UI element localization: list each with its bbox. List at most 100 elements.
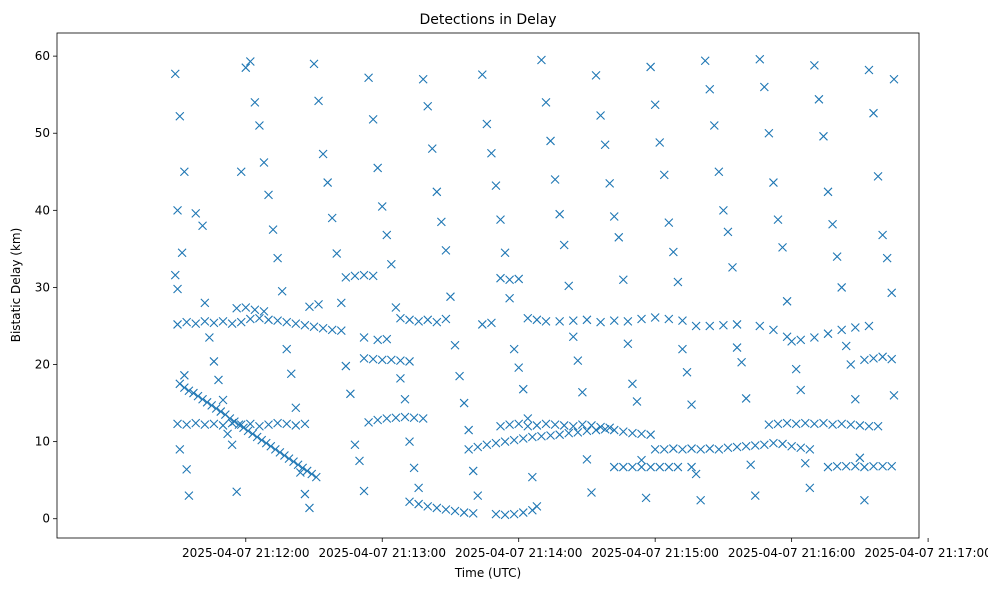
data-point-track-20km-4: [396, 356, 405, 366]
data-point-track-25km-13: [291, 319, 301, 329]
data-point-track-13km-0: [364, 417, 373, 427]
data-point-track-25km-42: [678, 316, 687, 325]
data-point-background-clutter-43: [336, 298, 346, 308]
data-point-track-25km-10: [264, 315, 273, 325]
data-point-background-clutter-36: [305, 503, 314, 513]
data-point-background-clutter-64: [432, 187, 442, 197]
data-point-track-20km-7: [869, 353, 878, 363]
data-point-background-clutter-1: [175, 111, 185, 121]
data-point-background-clutter-79: [500, 248, 510, 258]
data-point-track-25km-53: [837, 325, 847, 335]
data-point-background-clutter-92: [559, 240, 569, 250]
data-point-background-clutter-137: [764, 128, 774, 138]
data-point-background-clutter-159: [864, 65, 874, 75]
data-point-track-27km-5: [314, 300, 323, 309]
data-point-background-clutter-29: [273, 253, 283, 263]
data-point-track-25km-31: [532, 315, 542, 325]
data-point-background-clutter-114: [659, 170, 669, 180]
data-point-background-clutter-51: [373, 163, 383, 173]
data-point-track-20km-3: [386, 355, 396, 365]
data-point-track-25km-2: [191, 319, 201, 329]
data-point-background-clutter-91: [555, 209, 565, 219]
data-point-background-clutter-75: [482, 119, 492, 129]
data-point-background-clutter-27: [264, 190, 273, 200]
data-point-track-31km-1: [350, 271, 360, 281]
data-point-track-ascending-8: [537, 431, 546, 441]
data-point-background-clutter-152: [832, 252, 842, 261]
data-point-track-20km-1: [368, 354, 378, 364]
data-point-background-clutter-18: [223, 429, 232, 439]
data-point-track-ascending-11: [564, 428, 574, 438]
data-point-track-descending-1: [179, 383, 189, 393]
data-point-track-7km-8: [687, 462, 696, 472]
data-point-track-12km-5: [218, 421, 228, 430]
data-point-track-descending-19: [261, 438, 271, 448]
data-point-track-25km-8: [245, 314, 255, 324]
data-point-track-25km-4: [209, 318, 219, 328]
data-point-track-25km-39: [637, 314, 646, 324]
data-point-background-clutter-129: [728, 262, 737, 272]
data-point-background-clutter-125: [709, 121, 719, 130]
data-point-background-clutter-147: [809, 60, 819, 70]
data-point-track-descending-29: [307, 469, 317, 479]
data-point-track-ascending-13: [582, 426, 592, 436]
data-point-background-clutter-80: [505, 293, 514, 303]
data-point-track-27km-3: [259, 306, 269, 316]
data-point-track-12km-33: [809, 419, 819, 429]
data-point-track-9km-6: [705, 444, 715, 453]
data-point-track-ascending-15: [600, 424, 610, 434]
data-point-track-25km-3: [200, 316, 210, 326]
data-point-track-12km-20: [541, 419, 551, 429]
data-point-track-12km-17: [514, 419, 524, 429]
data-point-track-9km-9: [732, 442, 742, 452]
data-point-track-12km-13: [291, 421, 301, 430]
data-point-track-25km-17: [327, 325, 337, 335]
data-point-track-9km-12: [759, 440, 769, 450]
data-point-background-clutter-112: [650, 100, 660, 110]
data-point-track-descending-22: [275, 448, 285, 457]
data-point-background-clutter-96: [577, 387, 587, 397]
data-point-background-clutter-104: [614, 232, 624, 242]
data-point-track-25km-1: [182, 317, 192, 327]
data-point-track-25km-26: [432, 317, 442, 327]
data-point-background-clutter-30: [277, 286, 287, 296]
data-point-track-12km-40: [873, 421, 883, 431]
data-point-track-13km-3: [391, 413, 401, 423]
data-point-track-9km-10: [741, 441, 751, 451]
data-point-track-12km-9: [255, 421, 264, 431]
data-point-background-clutter-85: [527, 472, 537, 482]
data-point-background-clutter-11: [191, 209, 201, 218]
data-point-background-clutter-47: [355, 456, 364, 466]
data-point-background-clutter-146: [805, 483, 815, 493]
x-tick-label-3: 2025-04-07 21:15:00: [591, 546, 718, 560]
data-point-background-clutter-45: [346, 389, 355, 399]
data-point-background-clutter-57: [400, 394, 410, 404]
data-point-background-clutter-136: [759, 82, 769, 92]
data-point-track-ascending-16: [609, 425, 619, 435]
data-point-track-near-zero-10: [509, 509, 519, 519]
data-point-track-25km-23: [405, 315, 414, 325]
data-point-track-descending-25: [289, 457, 298, 467]
data-point-track-25km-41: [664, 314, 674, 324]
data-point-track-12km-23: [568, 421, 578, 431]
data-point-track-20km-6: [860, 355, 869, 365]
data-point-background-clutter-113: [655, 138, 665, 147]
data-point-background-clutter-87: [537, 55, 546, 65]
data-point-background-clutter-154: [841, 341, 851, 351]
data-point-track-12km-32: [800, 418, 810, 428]
data-point-background-clutter-16: [214, 375, 223, 385]
data-point-track-25km-51: [809, 333, 819, 342]
data-point-background-clutter-9: [182, 464, 192, 474]
data-point-track-9km-3: [678, 444, 687, 454]
data-point-background-clutter-71: [464, 425, 474, 435]
data-point-track-7km-0: [609, 462, 619, 472]
data-point-track-25km-45: [719, 320, 728, 330]
data-point-track-12km-10: [264, 420, 273, 430]
data-point-background-clutter-164: [887, 288, 897, 298]
data-point-background-clutter-160: [869, 108, 878, 118]
data-point-background-clutter-150: [823, 187, 833, 197]
data-point-track-7km-7: [673, 462, 683, 472]
data-point-background-clutter-73: [473, 491, 483, 500]
data-point-track-12km-26: [596, 422, 605, 432]
data-point-background-clutter-123: [700, 56, 710, 66]
